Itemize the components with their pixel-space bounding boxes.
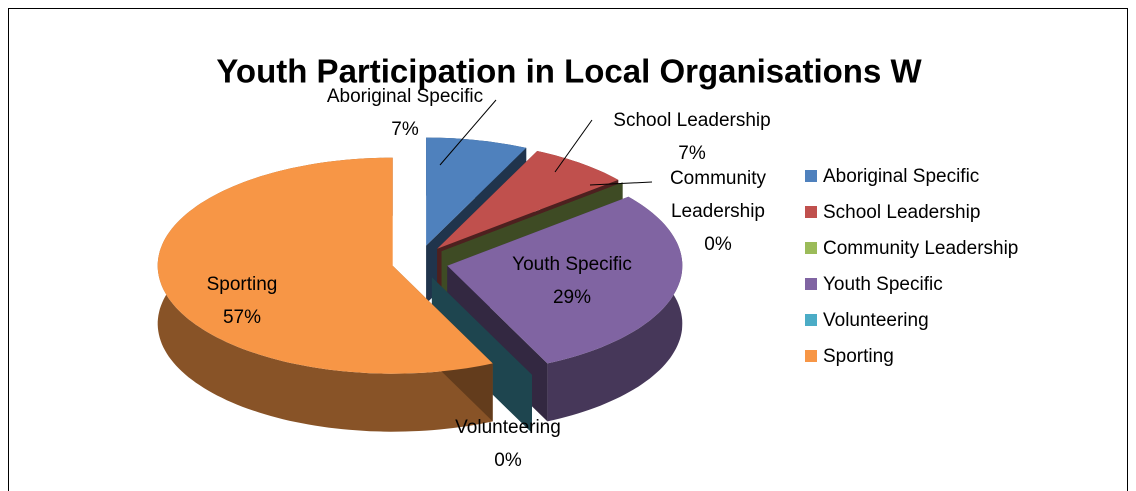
- chart-title: Youth Participation in Local Organisatio…: [216, 53, 922, 90]
- data-label: Youth Specific 29%: [472, 248, 672, 314]
- legend-label: Community Leadership: [823, 238, 1018, 259]
- slice: [157, 157, 493, 374]
- legend-swatch: [805, 170, 817, 182]
- data-label-value: 0%: [704, 234, 732, 255]
- data-label-name: School Leadership: [613, 110, 771, 131]
- data-label-value: 7%: [391, 119, 419, 140]
- data-label-value: 7%: [678, 143, 706, 164]
- data-label-value: 57%: [222, 307, 262, 328]
- slice: [441, 182, 623, 252]
- legend-label: School Leadership: [823, 202, 980, 223]
- slice: [426, 137, 527, 246]
- data-label-name: Aboriginal Specific: [326, 86, 484, 107]
- data-label: Aboriginal Specific 7%: [305, 80, 505, 146]
- legend-swatch: [805, 206, 817, 218]
- legend-label: Aboriginal Specific: [823, 166, 979, 187]
- legend-label: Youth Specific: [823, 274, 943, 295]
- slice: [437, 151, 619, 249]
- leader-line: [554, 119, 593, 173]
- slice: [447, 196, 683, 364]
- data-label-name: Volunteering: [455, 417, 561, 438]
- data-label: School Leadership 7%: [592, 104, 792, 170]
- legend-label: Sporting: [823, 346, 894, 367]
- data-label: Community Leadership 0%: [638, 162, 798, 261]
- data-label-name: Sporting: [206, 274, 278, 295]
- data-label: Volunteering 0%: [408, 411, 608, 477]
- legend-swatch: [805, 314, 817, 326]
- data-label-value: 0%: [494, 450, 522, 471]
- data-label-name: Youth Specific: [512, 254, 632, 275]
- legend-swatch: [805, 242, 817, 254]
- leader-line: [439, 99, 497, 166]
- legend-swatch: [805, 350, 817, 362]
- pie-tops: [157, 137, 683, 375]
- leader-line: [589, 181, 653, 186]
- legend-label: Volunteering: [823, 310, 929, 331]
- data-label-name: Community Leadership: [669, 168, 767, 222]
- data-label-value: 29%: [552, 287, 592, 308]
- legend-swatch: [805, 278, 817, 290]
- data-label: Sporting 57%: [142, 268, 342, 334]
